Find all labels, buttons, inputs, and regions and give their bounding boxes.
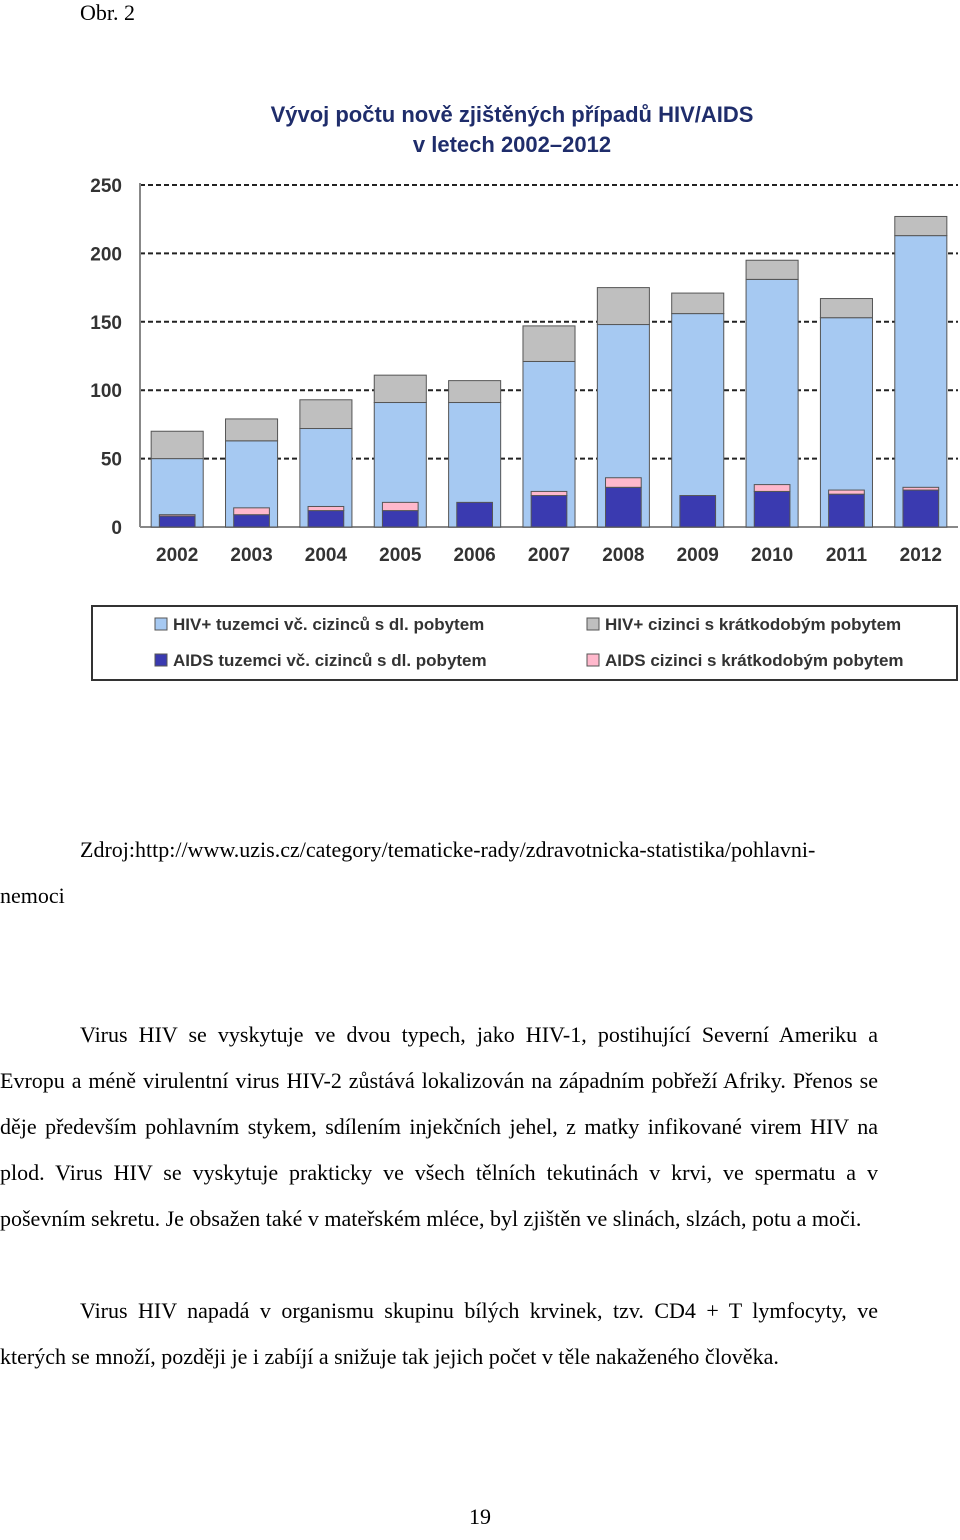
bar-segment [671, 313, 725, 528]
x-tick-label: 2011 [826, 545, 868, 566]
bar-segment [158, 515, 196, 528]
bar-segment [158, 514, 196, 517]
bar-segment [902, 489, 940, 528]
bar-segment [671, 292, 725, 315]
x-tick-label: 2005 [379, 545, 422, 566]
legend-swatch [586, 653, 600, 667]
legend-swatch [154, 653, 168, 667]
x-tick-label: 2008 [602, 545, 644, 566]
x-tick-label: 2006 [453, 545, 495, 566]
y-tick-label: 150 [90, 313, 122, 334]
legend-label: HIV+ cizinci s krátkodobým pobytem [605, 615, 901, 634]
bar-segment [753, 490, 791, 528]
bar-segment [819, 298, 873, 319]
x-tick-label: 2007 [528, 545, 570, 566]
y-tick-label: 50 [101, 450, 122, 471]
bar-segment [902, 486, 940, 491]
x-tick-label: 2002 [156, 545, 198, 566]
bar-segment [828, 493, 865, 528]
bar-segment [456, 501, 493, 528]
x-tick-label: 2009 [677, 545, 719, 566]
chart-title: Vývoj počtu nově zjištěných případů HIV/… [271, 102, 754, 127]
bar-segment [530, 490, 568, 497]
y-tick-label: 250 [90, 176, 122, 197]
bar-segment [894, 215, 948, 237]
page-number: 19 [469, 1504, 491, 1529]
y-tick-label: 100 [90, 381, 122, 402]
bar-segment [233, 507, 270, 516]
legend-swatch [154, 617, 168, 631]
bar-segment [299, 399, 353, 430]
bar-segment [753, 484, 791, 492]
bar-segment [894, 235, 948, 528]
bar-segment [150, 430, 204, 460]
bar-segment [530, 495, 568, 528]
paragraph: Virus HIV se vyskytuje ve dvou typech, j… [0, 1022, 878, 1231]
x-tick-label: 2012 [900, 545, 942, 566]
figure-label: Obr. 2 [80, 0, 135, 25]
legend-swatch [586, 617, 600, 631]
bar-segment [225, 418, 279, 442]
bar-segment [233, 514, 270, 528]
legend-box [91, 605, 958, 681]
chart-title: v letech 2002–2012 [413, 132, 611, 157]
bar-segment [381, 501, 419, 512]
bar-segment [381, 510, 419, 528]
bar-segment [373, 374, 427, 404]
bar-segment [448, 380, 502, 404]
bar-segment [307, 505, 345, 512]
bar-segment [307, 510, 345, 528]
bar-segment [828, 489, 865, 495]
x-tick-label: 2003 [230, 545, 272, 566]
bar-segment [679, 495, 717, 528]
legend-label: HIV+ tuzemci vč. cizinců s dl. pobytem [173, 615, 484, 634]
x-tick-label: 2010 [751, 545, 793, 566]
x-tick-label: 2004 [305, 545, 348, 566]
bar-segment [522, 325, 576, 362]
chart: Vývoj počtu nově zjištěných případů HIV/… [90, 102, 958, 681]
bar-segment [596, 287, 650, 326]
legend-label: AIDS tuzemci vč. cizinců s dl. pobytem [173, 651, 487, 670]
paragraph: Virus HIV napadá v organismu skupinu bíl… [0, 1298, 878, 1369]
bar-segment [745, 259, 799, 280]
bar-segment [605, 477, 642, 488]
source: Zdroj:http://www.uzis.cz/category/temati… [0, 837, 816, 908]
legend-label: AIDS cizinci s krátkodobým pobytem [605, 651, 904, 670]
y-tick-label: 0 [111, 518, 122, 539]
bar-segment [605, 486, 642, 528]
y-tick-label: 200 [90, 244, 122, 265]
